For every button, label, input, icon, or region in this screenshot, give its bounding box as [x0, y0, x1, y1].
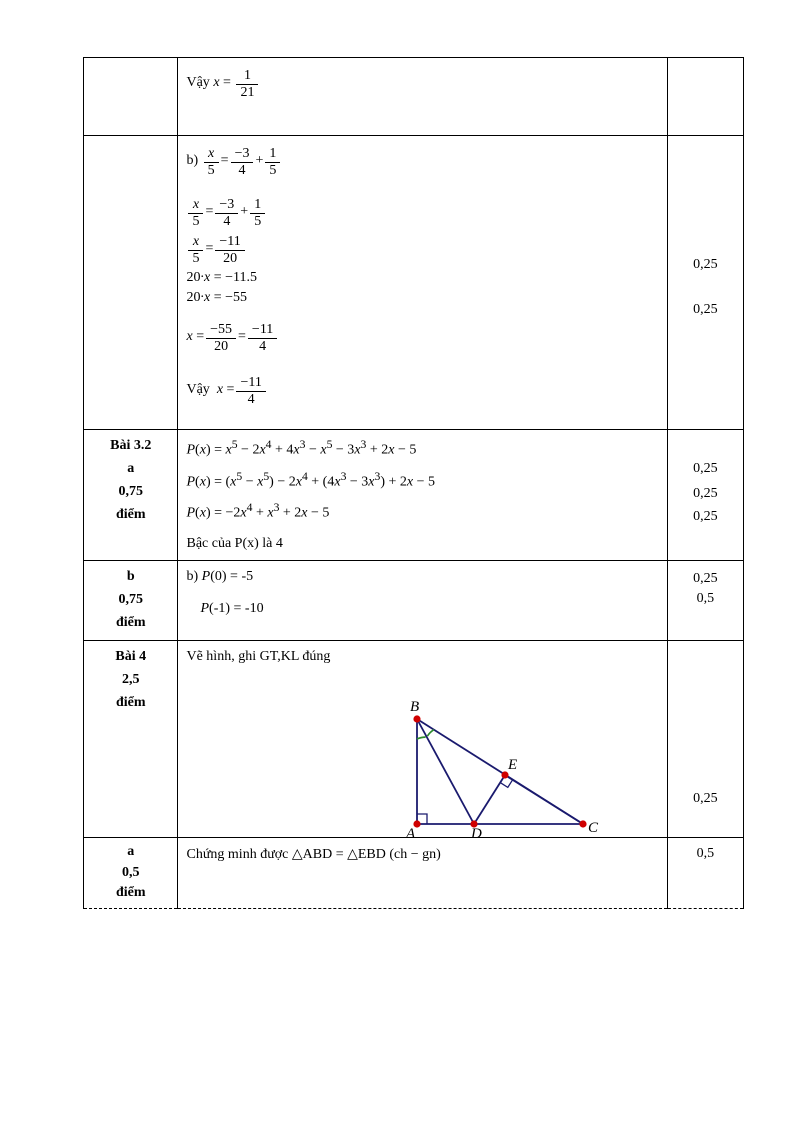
- svg-text:D: D: [470, 826, 482, 838]
- svg-text:B: B: [410, 699, 419, 715]
- svg-text:E: E: [507, 757, 517, 773]
- svg-text:A: A: [405, 826, 416, 838]
- svg-text:C: C: [588, 820, 599, 836]
